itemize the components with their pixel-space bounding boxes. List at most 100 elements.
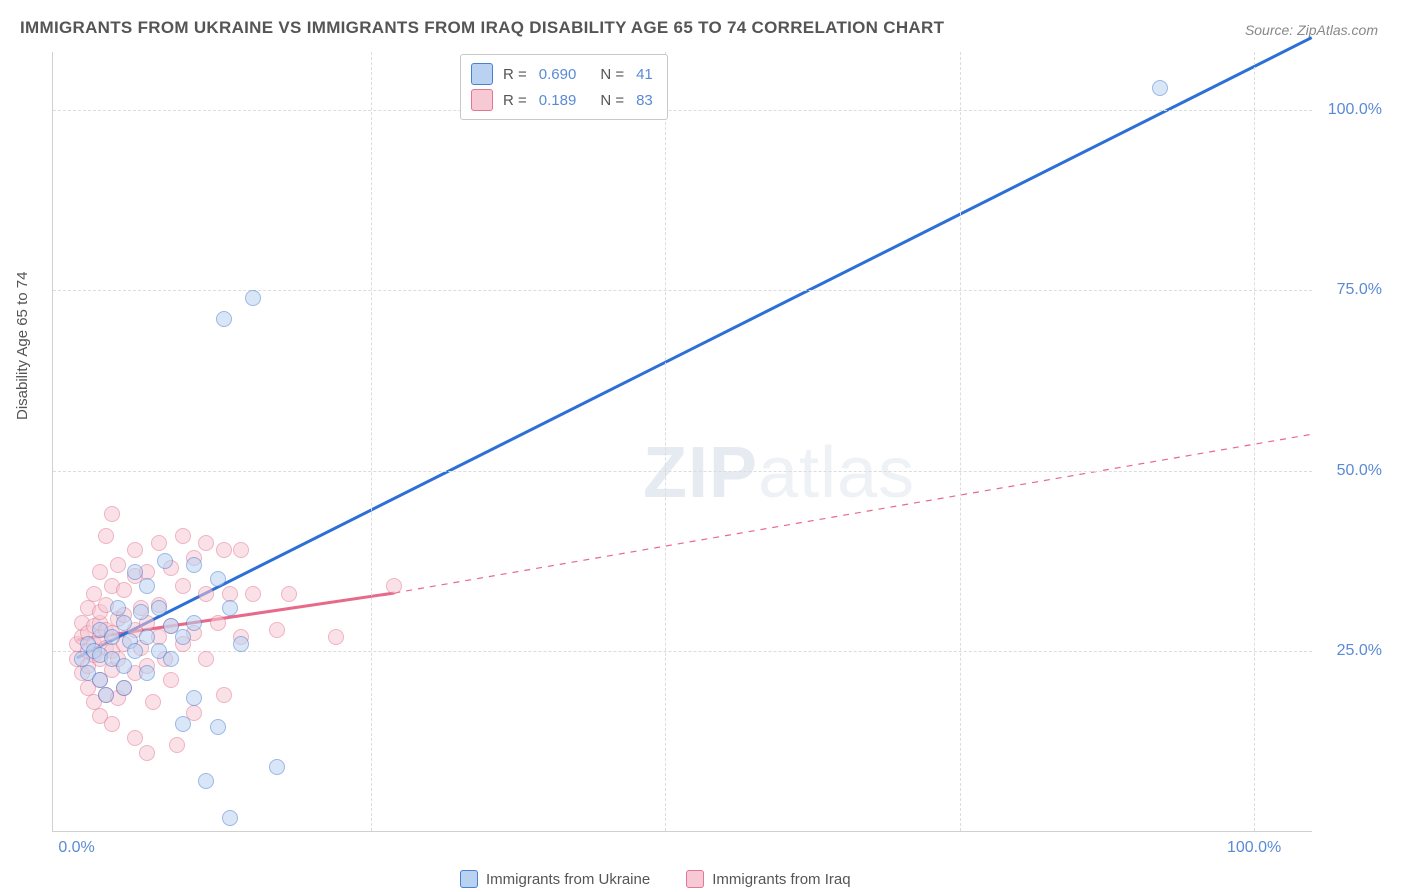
scatter-point-ukraine xyxy=(139,665,155,681)
scatter-point-iraq xyxy=(175,578,191,594)
y-axis-label: Disability Age 65 to 74 xyxy=(14,272,31,420)
gridline-horizontal xyxy=(53,290,1312,291)
y-tick-label: 75.0% xyxy=(1322,281,1382,299)
stats-legend: R = 0.690 N = 41 R = 0.189 N = 83 xyxy=(460,54,668,120)
series-legend-item: Immigrants from Ukraine xyxy=(460,870,650,888)
gridline-vertical xyxy=(1254,52,1255,831)
gridline-horizontal xyxy=(53,471,1312,472)
scatter-point-iraq xyxy=(92,564,108,580)
scatter-point-iraq xyxy=(104,506,120,522)
scatter-point-iraq xyxy=(127,542,143,558)
plot-area: ZIPatlas 25.0%50.0%75.0%100.0%0.0%100.0% xyxy=(52,52,1312,832)
scatter-point-iraq xyxy=(116,582,132,598)
scatter-point-ukraine xyxy=(222,810,238,826)
scatter-point-iraq xyxy=(386,578,402,594)
legend-r-value: 0.189 xyxy=(539,92,577,109)
scatter-point-iraq xyxy=(127,730,143,746)
series-legend-label: Immigrants from Iraq xyxy=(712,871,850,888)
scatter-point-iraq xyxy=(139,745,155,761)
scatter-point-ukraine xyxy=(216,311,232,327)
scatter-point-ukraine xyxy=(210,571,226,587)
scatter-point-ukraine xyxy=(116,658,132,674)
gridline-vertical xyxy=(371,52,372,831)
scatter-point-iraq xyxy=(245,586,261,602)
source-attribution: Source: ZipAtlas.com xyxy=(1245,22,1378,38)
legend-n-label: N = xyxy=(600,92,624,109)
legend-row-ukraine: R = 0.690 N = 41 xyxy=(471,61,653,87)
scatter-point-ukraine xyxy=(222,600,238,616)
scatter-point-ukraine xyxy=(127,643,143,659)
scatter-point-iraq xyxy=(175,528,191,544)
scatter-point-ukraine xyxy=(151,600,167,616)
source-name: ZipAtlas.com xyxy=(1297,22,1378,38)
scatter-point-iraq xyxy=(233,542,249,558)
scatter-point-iraq xyxy=(169,737,185,753)
scatter-point-ukraine xyxy=(1152,80,1168,96)
gridline-vertical xyxy=(960,52,961,831)
y-tick-label: 25.0% xyxy=(1322,642,1382,660)
legend-swatch xyxy=(686,870,704,888)
scatter-point-ukraine xyxy=(116,680,132,696)
watermark: ZIPatlas xyxy=(643,432,915,514)
scatter-point-ukraine xyxy=(175,629,191,645)
regression-line-ext-iraq xyxy=(394,434,1311,593)
watermark-zip: ZIP xyxy=(643,433,758,513)
scatter-point-iraq xyxy=(198,586,214,602)
legend-n-value: 41 xyxy=(636,66,653,83)
scatter-point-ukraine xyxy=(98,687,114,703)
legend-swatch xyxy=(471,89,493,111)
scatter-point-iraq xyxy=(328,629,344,645)
regression-line-ukraine xyxy=(77,38,1312,658)
scatter-point-ukraine xyxy=(245,290,261,306)
scatter-point-ukraine xyxy=(269,759,285,775)
gridline-horizontal xyxy=(53,110,1312,111)
scatter-point-ukraine xyxy=(139,629,155,645)
scatter-point-iraq xyxy=(163,672,179,688)
legend-n-label: N = xyxy=(600,66,624,83)
gridline-vertical xyxy=(665,52,666,831)
x-tick-label: 0.0% xyxy=(58,839,94,857)
scatter-point-iraq xyxy=(216,687,232,703)
legend-r-value: 0.690 xyxy=(539,66,577,83)
scatter-point-iraq xyxy=(269,622,285,638)
scatter-point-iraq xyxy=(198,651,214,667)
series-legend: Immigrants from Ukraine Immigrants from I… xyxy=(460,870,851,888)
legend-row-iraq: R = 0.189 N = 83 xyxy=(471,87,653,113)
scatter-point-ukraine xyxy=(104,629,120,645)
scatter-point-ukraine xyxy=(186,615,202,631)
scatter-point-ukraine xyxy=(127,564,143,580)
scatter-point-ukraine xyxy=(157,553,173,569)
legend-r-label: R = xyxy=(503,92,527,109)
scatter-point-iraq xyxy=(151,535,167,551)
series-legend-label: Immigrants from Ukraine xyxy=(486,871,650,888)
scatter-point-iraq xyxy=(98,528,114,544)
scatter-point-ukraine xyxy=(233,636,249,652)
source-prefix: Source: xyxy=(1245,22,1297,38)
scatter-point-ukraine xyxy=(139,578,155,594)
scatter-point-iraq xyxy=(110,557,126,573)
scatter-point-iraq xyxy=(216,542,232,558)
scatter-point-iraq xyxy=(281,586,297,602)
scatter-point-iraq xyxy=(145,694,161,710)
scatter-point-ukraine xyxy=(186,690,202,706)
scatter-point-ukraine xyxy=(175,716,191,732)
scatter-point-iraq xyxy=(104,716,120,732)
series-legend-item: Immigrants from Iraq xyxy=(686,870,850,888)
regression-lines-layer xyxy=(53,52,1312,831)
scatter-point-iraq xyxy=(210,615,226,631)
legend-swatch xyxy=(460,870,478,888)
x-tick-label: 100.0% xyxy=(1227,839,1281,857)
scatter-point-ukraine xyxy=(210,719,226,735)
scatter-point-ukraine xyxy=(133,604,149,620)
scatter-point-ukraine xyxy=(198,773,214,789)
scatter-point-ukraine xyxy=(186,557,202,573)
watermark-atlas: atlas xyxy=(758,433,915,513)
scatter-point-ukraine xyxy=(163,651,179,667)
scatter-point-ukraine xyxy=(116,615,132,631)
legend-r-label: R = xyxy=(503,66,527,83)
y-tick-label: 50.0% xyxy=(1322,462,1382,480)
legend-swatch xyxy=(471,63,493,85)
y-tick-label: 100.0% xyxy=(1322,101,1382,119)
legend-n-value: 83 xyxy=(636,92,653,109)
scatter-point-iraq xyxy=(198,535,214,551)
